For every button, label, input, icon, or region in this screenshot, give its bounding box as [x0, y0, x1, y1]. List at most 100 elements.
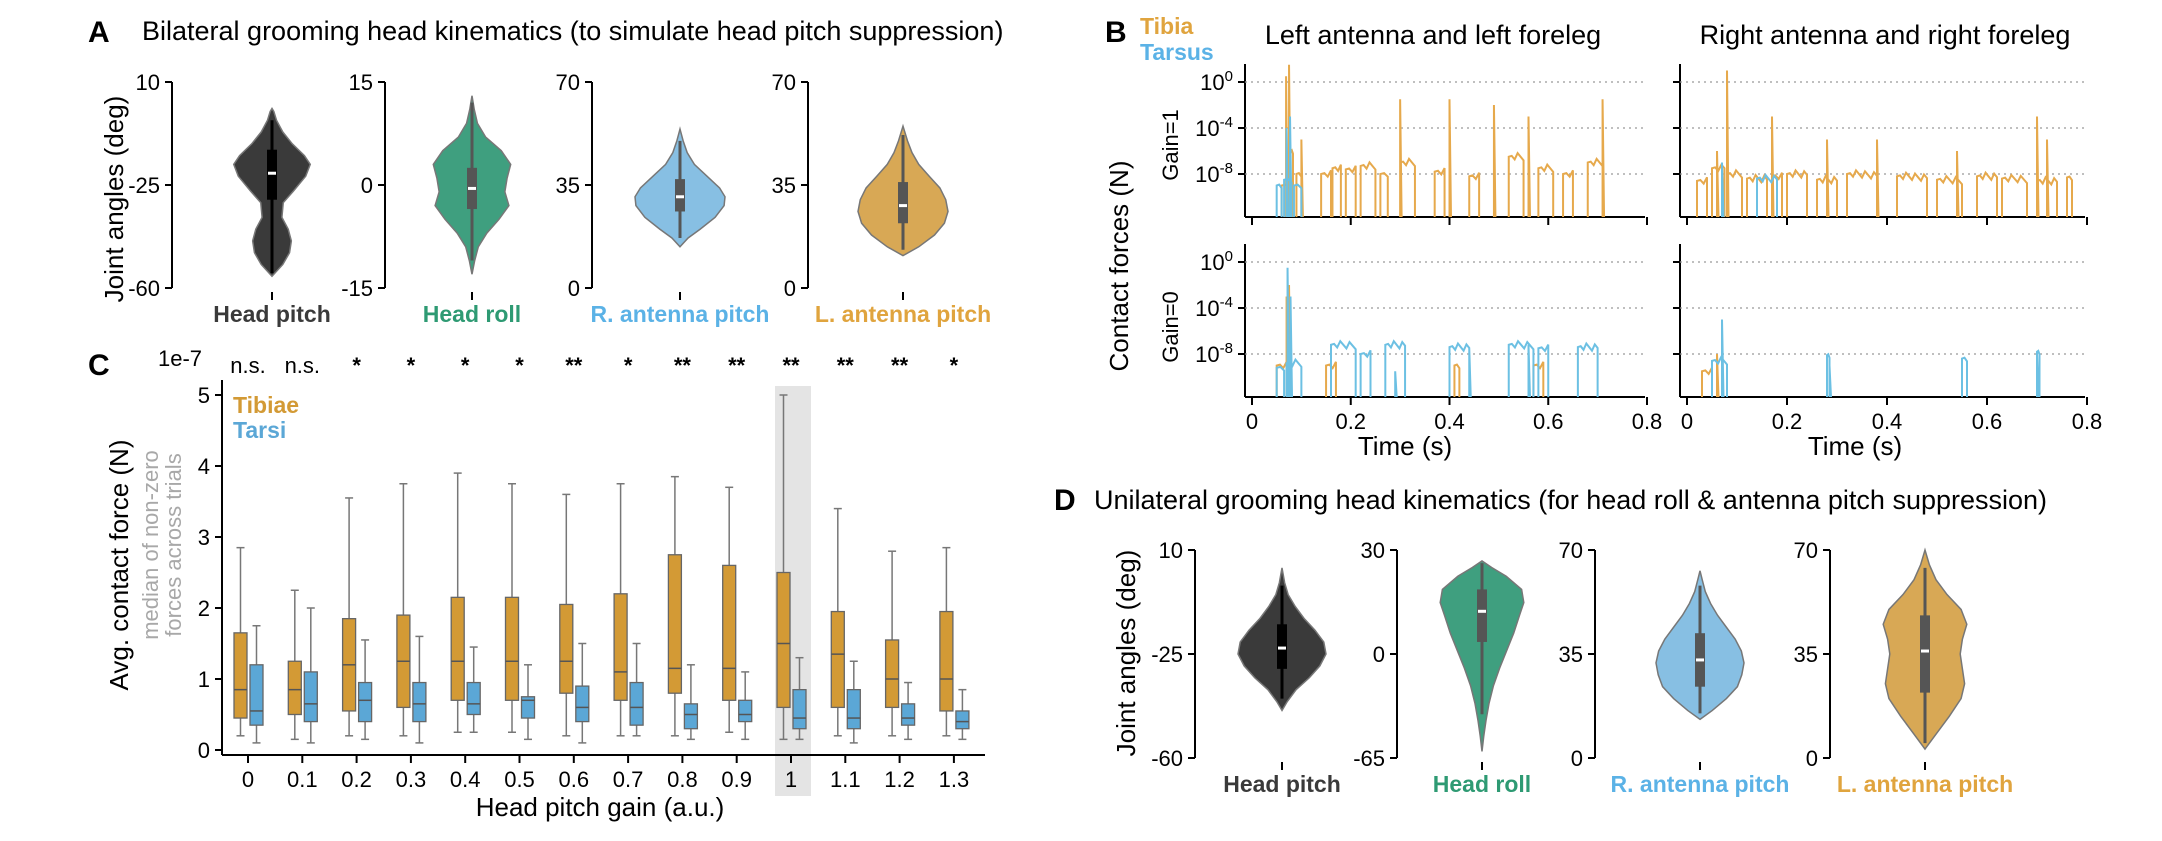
violin-iqr-box: [898, 182, 908, 224]
box-y-tick-label: 5: [198, 383, 210, 408]
violin-y-tick-label: 10: [136, 70, 160, 95]
box-x-tick-label: 0.2: [341, 767, 372, 792]
panel-a-violins: 10 -25 -60 Head pitch 15 0 -15 Head roll 70 35 0 R.…: [128, 70, 991, 327]
violin-label: R. antenna pitch: [591, 301, 770, 327]
violin-subplot: 30 0 -65 Head roll: [1353, 538, 1531, 797]
box-x-tick-label: 0.3: [396, 767, 427, 792]
violin-y-tick-label: 0: [1571, 746, 1583, 771]
box-tarsi: [357, 681, 373, 723]
box-tibiae: [613, 593, 628, 701]
trace-x-tick-label: 0.2: [1335, 409, 1366, 434]
violin-label: R. antenna pitch: [1611, 771, 1790, 797]
significance-marker: **: [837, 353, 855, 378]
trace-y-tick-label: 10-4: [1195, 294, 1233, 321]
violin-y-tick-label: -60: [1151, 746, 1183, 771]
violin-y-tick-label: 0: [361, 173, 373, 198]
panel-a-ylabel: Joint angles (deg): [99, 96, 129, 303]
legend-tarsus: Tarsus: [1140, 39, 1214, 65]
panel-b-title-left: Left antenna and left foreleg: [1265, 20, 1601, 50]
box-x-tick-label: 1.2: [884, 767, 915, 792]
violin-y-tick-label: 0: [1806, 746, 1818, 771]
panel-c-ylabel: Avg. contact force (N): [104, 440, 134, 691]
box-x-tick-label: 1: [785, 767, 797, 792]
box-y-tick-label: 1: [198, 667, 210, 692]
significance-marker: *: [624, 353, 633, 378]
box-tibiae: [287, 660, 302, 716]
violin-y-tick-label: 35: [1794, 642, 1818, 667]
box-tibiae: [830, 610, 845, 709]
violin-y-tick-label: -15: [341, 276, 373, 301]
violin-subplot: 10 -25 -60 Head pitch: [128, 70, 331, 327]
violin-iqr-box: [1920, 615, 1930, 693]
box-tarsi: [575, 685, 590, 723]
trace-x-tick-label: 0.6: [1972, 409, 2003, 434]
box-tibiae: [722, 564, 737, 701]
box-tibiae: [939, 610, 954, 712]
violin-label: Head roll: [423, 301, 521, 327]
panel-b-ylabel: Contact forces (N): [1104, 161, 1134, 372]
box-tarsi: [792, 689, 807, 730]
trace-tibia: [1280, 64, 1606, 218]
box-tibiae: [559, 603, 574, 694]
box-tarsi: [683, 703, 699, 730]
trace-x-tick-label: 0.8: [2072, 409, 2103, 434]
violin-y-tick-label: -25: [128, 173, 160, 198]
box-x-tick-label: 0.8: [667, 767, 698, 792]
significance-marker: n.s.: [285, 353, 320, 378]
box-tarsi: [520, 696, 536, 719]
panel-d-title: Unilateral grooming head kinematics (for…: [1094, 485, 2047, 515]
trace-x-tick-label: 0.2: [1772, 409, 1803, 434]
trace-tarsus: [1721, 162, 1778, 218]
violin-y-tick-label: 0: [568, 276, 580, 301]
violin-y-tick-label: 30: [1361, 538, 1385, 563]
trace-x-tick-label: 0: [1246, 409, 1258, 434]
trace-tarsus: [1275, 267, 1599, 398]
violin-subplot: 70 35 0 R. antenna pitch: [556, 70, 770, 327]
significance-marker: *: [950, 353, 959, 378]
panel-d-label: D: [1054, 484, 1076, 517]
trace-y-tick-label: 100: [1200, 248, 1233, 275]
box-y-tick-label: 2: [198, 596, 210, 621]
violin-subplot: 15 0 -15 Head roll: [341, 70, 521, 327]
significance-marker: *: [407, 353, 416, 378]
significance-marker: **: [891, 353, 909, 378]
trace-tarsus: [1275, 116, 1303, 218]
box-x-tick-label: 0: [242, 767, 254, 792]
box-tibiae: [450, 596, 465, 701]
violin-subplot: 70 35 0 L. antenna pitch: [1794, 538, 2014, 797]
trace-x-tick-label: 0.8: [1632, 409, 1663, 434]
panel-b-xlabel-right: Time (s): [1808, 431, 1902, 461]
box-x-tick-label: 0.7: [613, 767, 644, 792]
box-tibiae: [884, 639, 900, 709]
box-tibiae: [504, 596, 520, 701]
violin-y-tick-label: 0: [1373, 642, 1385, 667]
violin-label: L. antenna pitch: [815, 301, 991, 327]
panel-a-label: A: [88, 16, 110, 49]
box-x-tick-label: 0.4: [450, 767, 481, 792]
box-tibiae: [233, 632, 248, 719]
trace-x-tick-label: 0: [1681, 409, 1693, 434]
box-tarsi: [738, 699, 753, 723]
box-tarsi: [412, 681, 427, 723]
violin-y-tick-label: 0: [784, 276, 796, 301]
panel-c-sublabel-2: forces across trials: [161, 453, 186, 636]
violin-y-tick-label: -60: [128, 276, 160, 301]
box-y-tick-label: 4: [198, 454, 210, 479]
box-x-tick-label: 1.1: [830, 767, 861, 792]
trace-y-tick-label: 10-4: [1195, 114, 1233, 141]
box-tarsi: [303, 671, 318, 723]
box-x-tick-label: 0.9: [721, 767, 752, 792]
panel-c-xlabel: Head pitch gain (a.u.): [476, 792, 725, 822]
panel-b-row-gain0: Gain=0: [1158, 291, 1183, 363]
panel-c-boxes: 0123450n.s.0.1n.s.0.2*0.3*0.4*0.5*0.6**0…: [198, 353, 985, 796]
box-tibiae: [776, 571, 791, 709]
violin-y-tick-label: 35: [556, 173, 580, 198]
violin-y-tick-label: 70: [1794, 538, 1818, 563]
significance-marker: **: [782, 353, 800, 378]
trace-subplot: 100 10-4 10-8: [1195, 64, 1648, 225]
legend-tarsi: Tarsi: [233, 417, 286, 443]
box-y-tick-label: 3: [198, 525, 210, 550]
trace-subplot: [1673, 64, 2088, 225]
